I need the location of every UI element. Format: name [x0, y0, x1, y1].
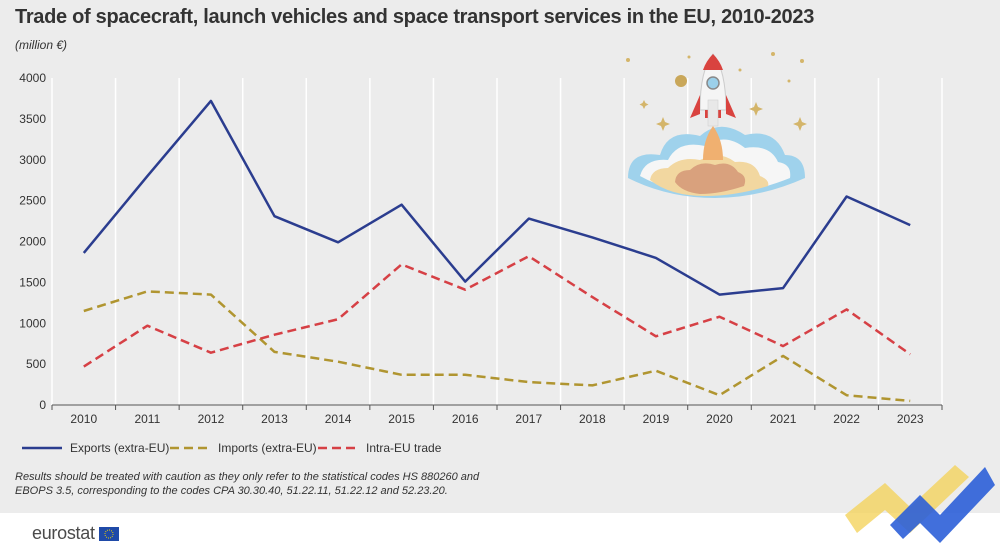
eu-flag-icon: [98, 526, 119, 541]
x-tick-label: 2021: [770, 412, 797, 426]
y-tick-label: 3000: [19, 153, 46, 167]
legend-label-intra-eu: Intra-EU trade: [366, 441, 442, 455]
x-tick-label: 2023: [897, 412, 924, 426]
decorative-chevrons: [845, 465, 995, 543]
x-tick-label: 2019: [643, 412, 670, 426]
unit-label: (million €): [15, 38, 68, 52]
series-line-3: [83, 254, 911, 368]
legend-item-intra-eu: Intra-EU trade: [318, 440, 441, 456]
x-tick-label: 2012: [198, 412, 225, 426]
axes: 0 500 1000 1500 2000 2500 3000 3500 4000 2010 2011…: [19, 71, 943, 426]
chart-panel: [0, 0, 1000, 513]
y-tick-label: 4000: [19, 71, 46, 85]
y-tick-label: 3500: [19, 112, 46, 126]
grid-lines: [51, 78, 943, 405]
x-tick-label: 2022: [833, 412, 860, 426]
line-chart: 0 500 1000 1500 2000 2500 3000 3500 4000 2010 2011…: [19, 52, 943, 426]
legend-label-exports: Exports (extra-EU): [70, 441, 170, 455]
legend-label-imports: Imports (extra-EU): [218, 441, 317, 455]
y-tick-label: 1500: [19, 275, 46, 289]
chart-title: Trade of spacecraft, launch vehicles and…: [15, 6, 815, 28]
series-line-1: [82, 99, 911, 296]
x-tick-label: 2010: [70, 412, 97, 426]
y-tick-label: 1000: [19, 316, 46, 330]
x-tick-label: 2013: [261, 412, 288, 426]
chevron-blue: [890, 467, 995, 543]
footnote: Results should be treated with caution a…: [15, 471, 480, 497]
y-tick-label: 2000: [19, 235, 46, 249]
footer: [0, 513, 1000, 551]
x-tick-label: 2014: [325, 412, 352, 426]
y-tick-label: 2500: [19, 194, 46, 208]
x-tick-label: 2016: [452, 412, 479, 426]
x-tick-label: 2017: [515, 412, 542, 426]
series-lines: [82, 99, 911, 403]
logo-text: eurostat: [32, 523, 95, 543]
x-tick-label: 2015: [388, 412, 415, 426]
y-tick-label: 0: [39, 398, 46, 412]
legend-item-exports: Exports (extra-EU): [22, 440, 169, 456]
chevron-yellow: [845, 465, 969, 533]
x-tick-label: 2020: [706, 412, 733, 426]
x-tick-label: 2018: [579, 412, 606, 426]
y-tick-label: 500: [26, 357, 46, 371]
x-tick-label: 2011: [134, 412, 160, 426]
eurostat-logo: eurostat: [32, 523, 119, 544]
rocket-illustration: [626, 52, 807, 198]
series-line-2: [83, 290, 911, 403]
legend-item-imports: Imports (extra-EU): [170, 440, 317, 456]
